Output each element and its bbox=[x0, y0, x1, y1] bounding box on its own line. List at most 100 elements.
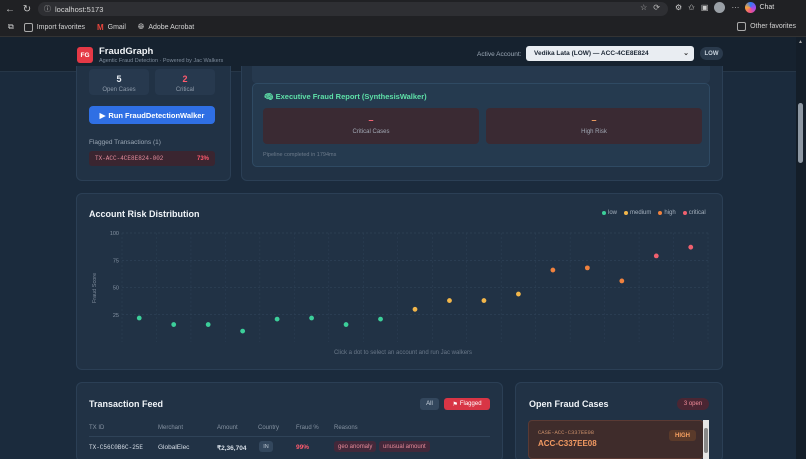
scroll-up-icon[interactable]: ▲ bbox=[798, 39, 803, 45]
case-card[interactable]: CASE-ACC-C337EE08 ACC-C337EE08 HIGH bbox=[528, 420, 704, 459]
copilot-icon bbox=[745, 2, 757, 13]
brain-icon: 🧠︎ bbox=[264, 92, 274, 101]
bookmark-adobe-acrobat[interactable]: 🌐︎ Adobe Acrobat bbox=[138, 22, 194, 32]
transaction-feed-title: Transaction Feed bbox=[89, 399, 164, 409]
legend-dot-low bbox=[602, 211, 606, 215]
account-risk-point[interactable] bbox=[343, 322, 349, 327]
transaction-feed-panel bbox=[76, 382, 503, 459]
back-icon[interactable]: ← bbox=[5, 3, 15, 15]
flagged-tx-id: TX-ACC-4CE8E824-002 bbox=[95, 155, 164, 162]
stat-open-cases: 5 Open Cases bbox=[89, 69, 149, 95]
app-subtitle: Agentic Fraud Detection · Powered by Jac… bbox=[99, 58, 224, 64]
chart-hint: Click a dot to select an account and run… bbox=[333, 350, 473, 356]
chart-legend: low medium high critical bbox=[602, 210, 706, 216]
refresh-icon[interactable]: ↻ bbox=[22, 3, 32, 15]
cell-amount: ₹2,36,704 bbox=[217, 445, 247, 452]
play-icon: ▶ bbox=[99, 110, 106, 120]
bookmark-gmail[interactable]: M Gmail bbox=[97, 23, 126, 32]
exec-box-value: – bbox=[368, 115, 374, 125]
case-account-id: ACC-C337EE08 bbox=[538, 439, 597, 448]
legend-label: critical bbox=[688, 210, 706, 216]
flagged-transaction-item[interactable]: TX-ACC-4CE8E824-002 73% bbox=[89, 151, 215, 166]
account-risk-point[interactable] bbox=[447, 298, 452, 303]
exec-report-title-text: Executive Fraud Report (SynthesisWalker) bbox=[275, 92, 427, 101]
account-risk-point[interactable] bbox=[378, 316, 383, 322]
cell-txid: TX-C56C0B6C-25E bbox=[89, 444, 144, 451]
page-scrollbar[interactable]: ▲ bbox=[796, 37, 806, 459]
active-account-label: Active Account: bbox=[477, 51, 522, 58]
account-risk-point[interactable] bbox=[653, 253, 659, 259]
bookmark-label: Gmail bbox=[107, 23, 126, 31]
risk-level-badge: LOW bbox=[700, 47, 723, 60]
account-risk-point[interactable] bbox=[171, 322, 177, 327]
bookmarks-bar: ⧉ Import favorites M Gmail 🌐︎ Adobe Acro… bbox=[0, 18, 806, 37]
exec-report-title: 🧠︎ Executive Fraud Report (SynthesisWalk… bbox=[264, 92, 427, 101]
account-risk-point[interactable] bbox=[688, 244, 694, 250]
account-risk-point[interactable] bbox=[584, 265, 590, 271]
account-risk-point[interactable] bbox=[240, 328, 246, 334]
bookmark-import-favorites[interactable]: Import favorites bbox=[23, 22, 85, 32]
account-risk-point[interactable] bbox=[516, 291, 521, 297]
column-header-txid: TX ID bbox=[89, 425, 105, 431]
bookmark-label: Adobe Acrobat bbox=[148, 23, 195, 31]
cases-scrollbar[interactable] bbox=[703, 420, 709, 459]
exec-box-label: Critical Cases bbox=[352, 129, 390, 135]
account-risk-point[interactable] bbox=[205, 322, 211, 327]
other-favorites[interactable]: Other favorites bbox=[737, 22, 796, 31]
stat-critical: 2 Critical bbox=[155, 69, 215, 95]
reason-tag: unusual amount bbox=[379, 441, 430, 452]
run-fraud-detection-button[interactable]: ▶ Run FraudDetectionWalker bbox=[89, 106, 215, 124]
profile-avatar[interactable] bbox=[714, 2, 726, 13]
filter-all-button[interactable]: All bbox=[420, 398, 439, 410]
report-header-strip bbox=[252, 66, 710, 83]
chat-label: Chat bbox=[759, 4, 775, 11]
y-tick-label: 100 bbox=[110, 231, 119, 237]
favorites-icon[interactable]: ✩ bbox=[688, 3, 695, 12]
filter-flagged-button[interactable]: ⚑ Flagged bbox=[444, 398, 490, 410]
case-ref: CASE-ACC-C337EE08 bbox=[538, 429, 595, 436]
column-header-amount: Amount bbox=[217, 425, 238, 431]
legend-label: medium bbox=[630, 210, 652, 216]
star-icon[interactable]: ☆ bbox=[640, 3, 648, 12]
column-header-reasons: Reasons bbox=[334, 425, 358, 431]
import-icon bbox=[23, 22, 33, 32]
cell-merchant: GlobalElec bbox=[158, 444, 190, 451]
legend-label: high bbox=[664, 210, 676, 216]
open-count-badge: 3 open bbox=[677, 398, 709, 410]
account-select-value: Vedika Lata (LOW) — ACC-4CE8E824 bbox=[534, 50, 649, 57]
folder-icon bbox=[737, 22, 747, 31]
account-risk-point[interactable] bbox=[309, 315, 314, 321]
severity-badge: HIGH bbox=[669, 430, 696, 441]
account-risk-point[interactable] bbox=[274, 316, 280, 322]
risk-scatter-chart: Fraud Score 100 75 50 25 bbox=[92, 231, 709, 342]
account-risk-point[interactable] bbox=[550, 267, 556, 273]
account-risk-point[interactable] bbox=[481, 298, 487, 303]
column-header-fraud: Fraud % bbox=[296, 425, 319, 431]
flag-icon: ⚑ bbox=[452, 401, 458, 408]
y-axis-label: Fraud Score bbox=[92, 273, 98, 303]
account-select[interactable]: Vedika Lata (LOW) — ACC-4CE8E824 ⌄ bbox=[526, 46, 694, 61]
collections-icon[interactable]: ▣ bbox=[700, 3, 709, 12]
account-risk-point[interactable] bbox=[412, 306, 418, 312]
extension-icon[interactable]: ⟳ bbox=[653, 3, 660, 12]
legend-low: low bbox=[602, 210, 617, 216]
more-icon[interactable]: ··· bbox=[731, 3, 740, 12]
reason-tag: geo anomaly bbox=[334, 441, 377, 452]
gmail-icon: M bbox=[96, 22, 104, 32]
other-favorites-label: Other favorites bbox=[750, 23, 796, 30]
app-logo: FG bbox=[77, 47, 93, 63]
chat-button[interactable]: Chat bbox=[745, 2, 774, 13]
cases-scrollbar-thumb[interactable] bbox=[704, 428, 708, 453]
chart-title: Account Risk Distribution bbox=[89, 209, 200, 219]
cell-fraud-pct: 99% bbox=[296, 444, 310, 451]
account-risk-point[interactable] bbox=[136, 315, 142, 321]
scrollbar-thumb[interactable] bbox=[798, 103, 803, 163]
app-title: FraudGraph bbox=[99, 46, 154, 57]
settings-icon[interactable]: ⚙ bbox=[675, 3, 683, 12]
cell-country: IN bbox=[259, 441, 273, 452]
address-bar[interactable]: ⓘ localhost:5173 ☆ ⟳ bbox=[38, 2, 668, 16]
stat-label: Critical bbox=[175, 87, 195, 93]
account-risk-point[interactable] bbox=[619, 278, 625, 284]
url-text: localhost:5173 bbox=[55, 4, 104, 14]
tab-actions-icon[interactable]: ⧉ bbox=[8, 22, 14, 31]
